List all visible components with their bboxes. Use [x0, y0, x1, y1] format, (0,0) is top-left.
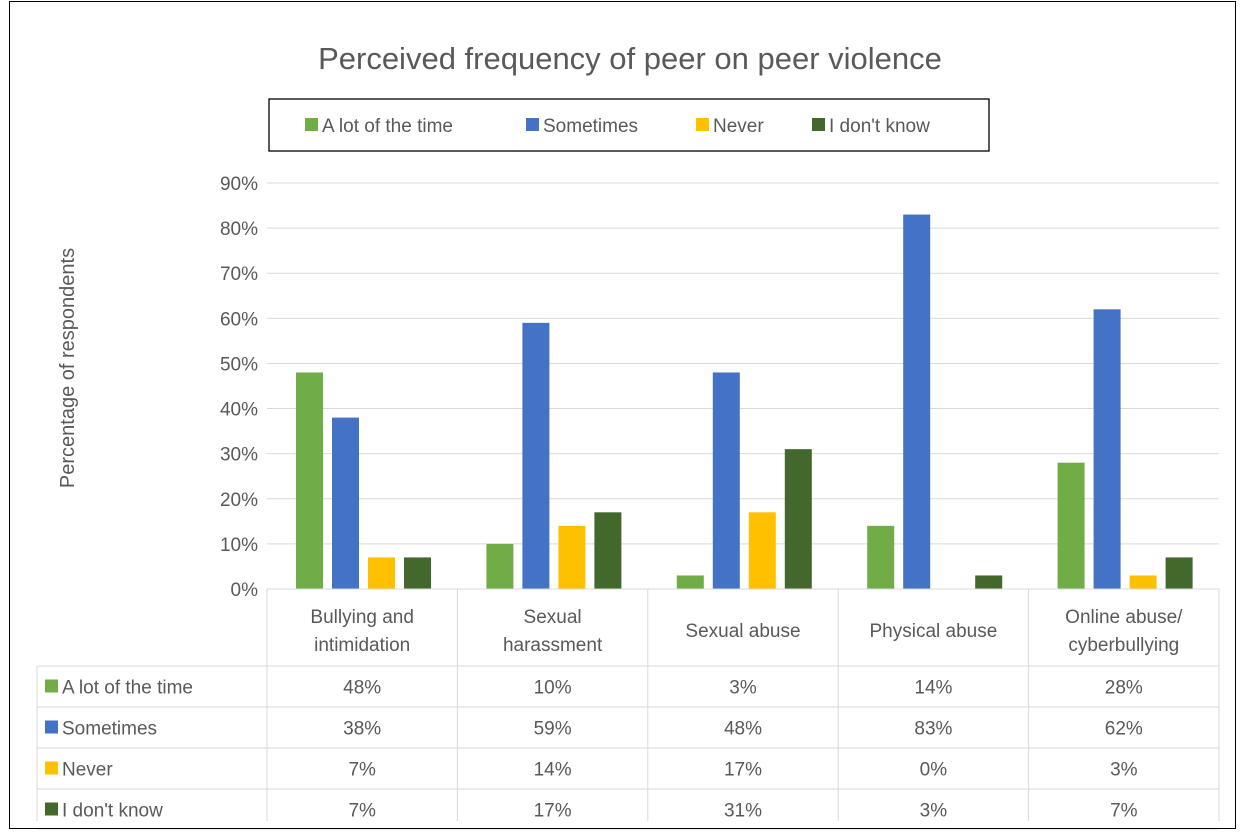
- category-label: intimidation: [314, 635, 410, 656]
- bar: [748, 512, 776, 589]
- table-legend-swatch: [45, 679, 58, 693]
- table-cell-value: 48%: [724, 719, 762, 740]
- bar: [332, 417, 359, 589]
- table-cell-value: 38%: [343, 719, 381, 740]
- bar: [296, 372, 323, 589]
- legend-label: A lot of the time: [322, 116, 453, 137]
- bar: [975, 575, 1003, 589]
- y-axis-ticks: 0% 10% 20% 30% 40% 50% 60% 70% 80% 90%: [220, 174, 258, 601]
- legend: A lot of the time Sometimes Never I don't k…: [305, 116, 930, 137]
- table-cell-value: 31%: [724, 801, 762, 822]
- bar: [1093, 309, 1121, 589]
- legend-label: Never: [713, 116, 764, 137]
- y-tick-label: 20%: [220, 490, 258, 511]
- bar: [368, 557, 395, 589]
- category-label: harassment: [503, 635, 603, 656]
- legend-swatch: [526, 118, 539, 131]
- table-cell-value: 17%: [724, 760, 762, 781]
- y-tick-label: 90%: [220, 174, 258, 195]
- table-cell-value: 14%: [534, 760, 572, 781]
- table-cell-value: 7%: [348, 801, 376, 822]
- y-tick-label: 60%: [220, 309, 258, 330]
- table-cell-value: 0%: [920, 760, 948, 781]
- bar: [867, 525, 895, 589]
- category-label: Bullying and: [310, 607, 414, 628]
- table-cell-value: 3%: [920, 801, 948, 822]
- bar: [1165, 557, 1193, 589]
- y-tick-label: 30%: [220, 445, 258, 466]
- table-row-label: Sometimes: [62, 719, 157, 740]
- table-legend-swatch: [45, 802, 58, 816]
- table-cell-value: 10%: [534, 678, 572, 699]
- bar: [784, 449, 812, 589]
- table-cell-value: 59%: [534, 719, 572, 740]
- table-cell-value: 83%: [914, 719, 952, 740]
- legend-box: [268, 98, 990, 152]
- category-label: Physical abuse: [870, 621, 998, 642]
- bar: [676, 575, 704, 589]
- y-tick-label: 50%: [220, 354, 258, 375]
- table-cell-value: 3%: [1110, 760, 1138, 781]
- y-tick-label: 10%: [220, 535, 258, 556]
- y-tick-label: 0%: [231, 580, 259, 601]
- table-row-label: A lot of the time: [62, 678, 193, 699]
- legend-swatch: [696, 118, 709, 131]
- bar: [712, 372, 740, 589]
- chart-frame: Perceived frequency of peer on peer viol…: [9, 1, 1236, 830]
- table-cell-value: 62%: [1105, 719, 1143, 740]
- bar: [903, 214, 931, 590]
- table-cell-value: 14%: [914, 678, 952, 699]
- category-label: Sexual abuse: [685, 621, 800, 642]
- chart-svg: Perceived frequency of peer on peer viol…: [36, 41, 1220, 830]
- table-cell-value: 7%: [1110, 801, 1138, 822]
- bar: [558, 525, 586, 589]
- chart-title: Perceived frequency of peer on peer viol…: [318, 41, 942, 76]
- category-label: Sexual: [524, 607, 582, 628]
- category-label: Online abuse/: [1065, 607, 1183, 628]
- y-tick-label: 80%: [220, 219, 258, 240]
- y-axis-title: Percentage of respondents: [57, 248, 79, 488]
- bar: [404, 557, 431, 589]
- bar: [486, 543, 514, 589]
- table-cell-value: 7%: [348, 760, 376, 781]
- y-tick-label: 40%: [220, 400, 258, 421]
- table-cell-value: 17%: [534, 801, 572, 822]
- legend-swatch: [812, 118, 825, 131]
- y-tick-label: 70%: [220, 264, 258, 285]
- table-cell-value: 48%: [343, 678, 381, 699]
- bars: [296, 214, 1193, 590]
- category-label: cyberbullying: [1068, 635, 1179, 656]
- legend-label: I don't know: [829, 116, 930, 137]
- data-table: Bullying and intimidation Sexual harassment…: [36, 588, 1220, 830]
- table-row-label: I don't know: [62, 801, 163, 822]
- bar: [594, 512, 622, 589]
- table-row-label: Never: [62, 760, 113, 781]
- legend-label: Sometimes: [543, 116, 638, 137]
- legend-swatch: [305, 118, 318, 131]
- bar: [1129, 575, 1157, 589]
- bar: [1057, 462, 1085, 589]
- table-cell-value: 3%: [729, 678, 757, 699]
- bar: [522, 322, 550, 589]
- table-legend-swatch: [45, 720, 58, 734]
- table-legend-swatch: [45, 761, 58, 775]
- table-cell-value: 28%: [1105, 678, 1143, 699]
